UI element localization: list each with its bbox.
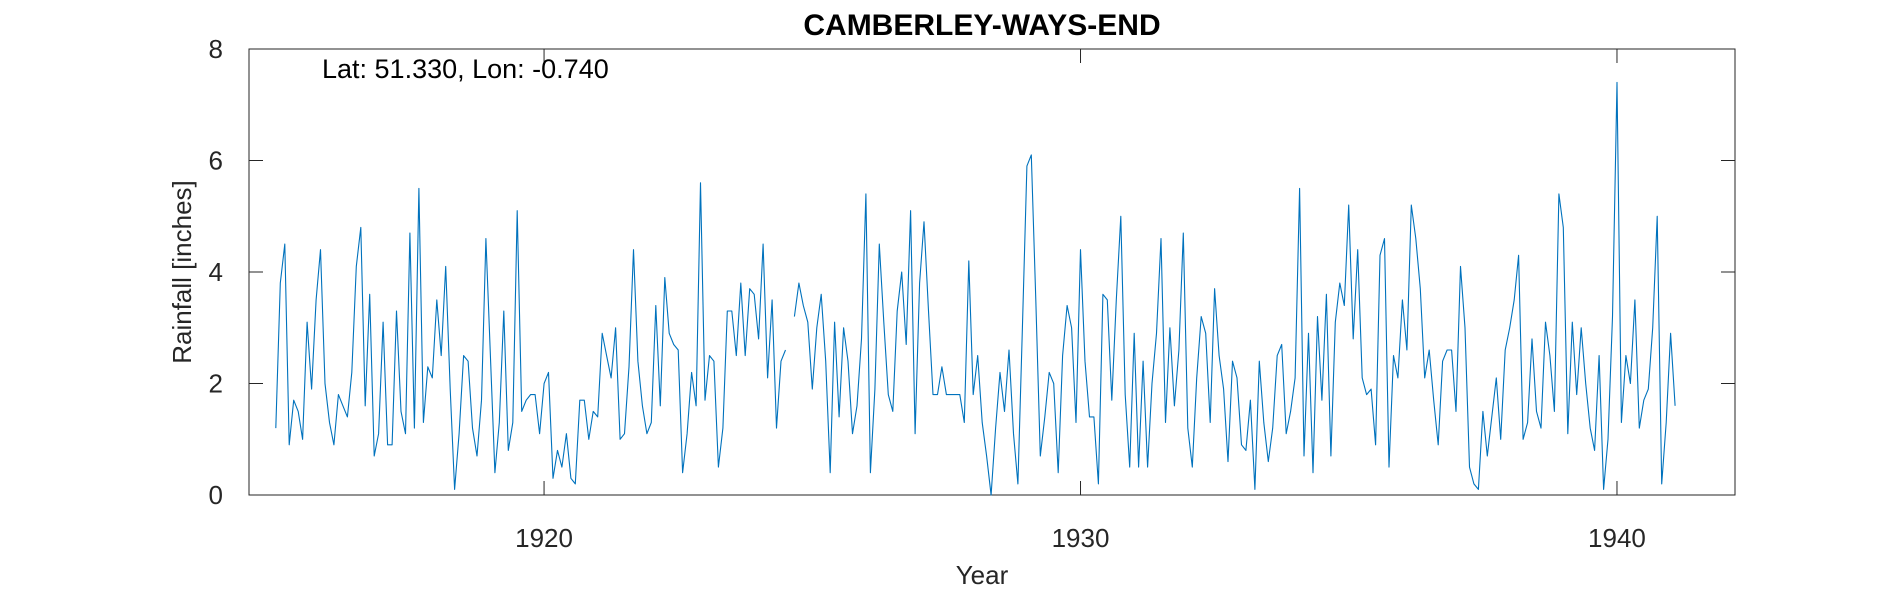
y-tick-label: 0 <box>209 480 223 510</box>
x-tick-label: 1940 <box>1588 523 1646 553</box>
plot-frame <box>248 48 1736 496</box>
y-axis: 0 2 4 6 8 <box>209 34 1735 510</box>
y-tick-label: 4 <box>209 257 223 287</box>
x-axis-label: Year <box>956 560 1009 590</box>
chart-title: CAMBERLEY-WAYS-END <box>803 9 1160 42</box>
x-tick-label: 1920 <box>515 523 573 553</box>
y-tick-label: 2 <box>209 369 223 399</box>
y-axis-label: Rainfall [inches] <box>167 180 197 364</box>
x-axis: 1920 1930 1940 <box>515 49 1646 553</box>
y-tick-label: 8 <box>209 34 223 64</box>
y-tick-label: 6 <box>209 146 223 176</box>
x-tick-label: 1930 <box>1052 523 1110 553</box>
rainfall-series-line <box>275 81 1676 496</box>
location-annotation: Lat: 51.330, Lon: -0.740 <box>322 54 609 84</box>
